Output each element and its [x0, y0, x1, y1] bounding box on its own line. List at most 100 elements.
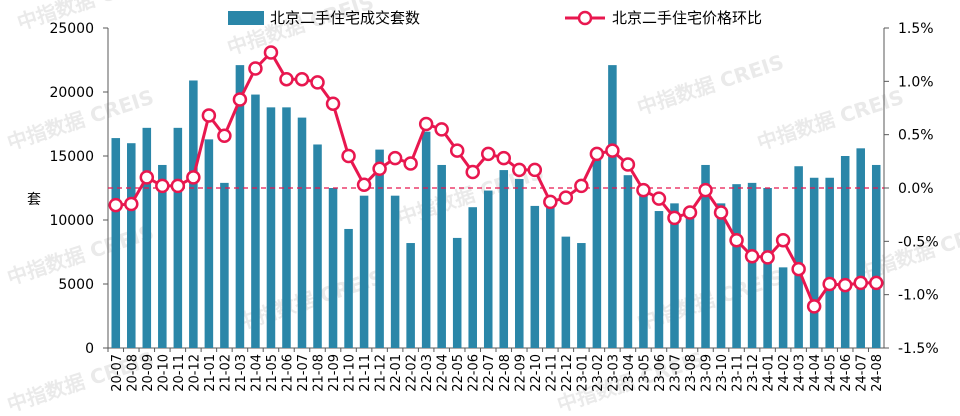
price-point: [341, 148, 356, 164]
x-tick-label: 23-02: [591, 354, 606, 392]
x-tick-label: 23-09: [700, 354, 715, 392]
price-point: [822, 276, 837, 292]
x-tick-label: 24-02: [777, 354, 792, 392]
price-point: [620, 157, 636, 172]
right-tick-label: -1.0%: [898, 288, 939, 304]
price-point: [558, 190, 574, 205]
price-point: [806, 299, 822, 314]
bar: [282, 107, 291, 348]
x-tick-label: 23-06: [653, 354, 668, 392]
x-tick-label: 22-05: [451, 354, 466, 392]
x-tick-label: 24-05: [824, 354, 839, 392]
bar: [701, 164, 710, 348]
bar: [825, 177, 834, 348]
x-tick-label: 20-09: [141, 354, 156, 392]
bar: [577, 243, 586, 348]
x-tick-label: 22-07: [482, 354, 497, 392]
price-point: [480, 146, 496, 162]
right-tick-label: -0.5%: [898, 234, 939, 250]
bar: [592, 153, 602, 348]
bar: [716, 203, 726, 348]
price-point: [853, 275, 868, 291]
x-tick-label: 23-08: [684, 354, 699, 392]
left-tick-label: 20000: [49, 85, 94, 101]
legend-bar-label: 北京二手住宅成交套数: [270, 9, 420, 27]
x-tick-label: 21-04: [249, 354, 264, 392]
x-tick-label: 21-09: [327, 354, 342, 392]
bar: [127, 143, 136, 348]
x-tick-label: 22-02: [405, 354, 420, 392]
x-tick-label: 22-04: [436, 354, 451, 392]
price-point: [139, 170, 155, 185]
price-point: [170, 178, 186, 194]
price-point: [760, 250, 775, 265]
price-point: [605, 143, 620, 158]
x-tick-label: 21-07: [296, 354, 311, 392]
bar: [654, 211, 664, 348]
x-tick-label: 20-08: [125, 354, 140, 392]
bar: [251, 94, 260, 348]
x-tick-label: 21-02: [218, 354, 233, 392]
x-tick-label: 23-11: [731, 354, 746, 392]
bar: [747, 182, 757, 348]
bar: [639, 184, 648, 348]
legend-line-label: 北京二手住宅价格环比: [612, 9, 762, 27]
price-point: [434, 122, 449, 137]
right-tick-label: -1.5%: [898, 341, 939, 357]
price-point: [372, 161, 387, 177]
x-tick-label: 22-03: [420, 354, 435, 392]
x-tick-label: 24-06: [839, 354, 854, 392]
left-tick-label: 10000: [49, 213, 94, 229]
price-point: [356, 177, 372, 193]
price-point: [527, 162, 543, 178]
bar: [546, 203, 555, 348]
right-tick-label: 0.5%: [898, 128, 934, 144]
x-tick-label: 20-12: [187, 354, 202, 392]
bar: [561, 236, 571, 348]
x-tick-label: 21-01: [203, 354, 218, 392]
price-point: [636, 182, 651, 198]
left-axis-title: 套: [27, 192, 41, 208]
price-point: [186, 170, 201, 185]
bar: [608, 65, 617, 349]
price-point: [217, 128, 232, 143]
x-tick-label: 21-11: [358, 354, 373, 392]
right-tick-label: 1.5%: [898, 21, 934, 37]
right-tick-label: 1.0%: [898, 74, 934, 90]
bar: [220, 182, 229, 348]
price-point: [589, 146, 605, 162]
bar: [235, 65, 245, 349]
x-tick-label: 21-05: [265, 354, 280, 392]
x-tick-label: 22-11: [544, 354, 559, 392]
x-tick-label: 20-07: [110, 354, 125, 392]
price-point: [698, 182, 713, 198]
bar: [530, 205, 540, 348]
bar: [111, 138, 121, 348]
x-tick-label: 21-08: [312, 354, 327, 392]
price-point: [651, 191, 667, 206]
price-point: [574, 178, 589, 194]
bar: [670, 203, 679, 348]
bar: [871, 164, 881, 348]
price-point: [263, 45, 279, 60]
price-point: [387, 150, 403, 166]
price-point: [713, 205, 729, 220]
left-tick-label: 0: [85, 341, 94, 357]
price-point: [682, 205, 698, 220]
x-tick-label: 21-06: [280, 354, 295, 392]
price-point: [744, 249, 760, 264]
price-point: [325, 96, 341, 111]
price-point: [868, 275, 884, 291]
bar: [359, 195, 369, 348]
bar: [266, 107, 276, 348]
x-tick-label: 22-09: [513, 354, 528, 392]
bar: [344, 228, 353, 348]
bar: [142, 127, 152, 348]
x-tick-label: 20-10: [156, 354, 171, 392]
x-tick-label: 23-01: [575, 354, 590, 392]
x-tick-label: 23-05: [637, 354, 652, 392]
legend: 北京二手住宅成交套数 北京二手住宅价格环比: [228, 9, 762, 27]
x-tick-label: 21-03: [234, 354, 249, 392]
